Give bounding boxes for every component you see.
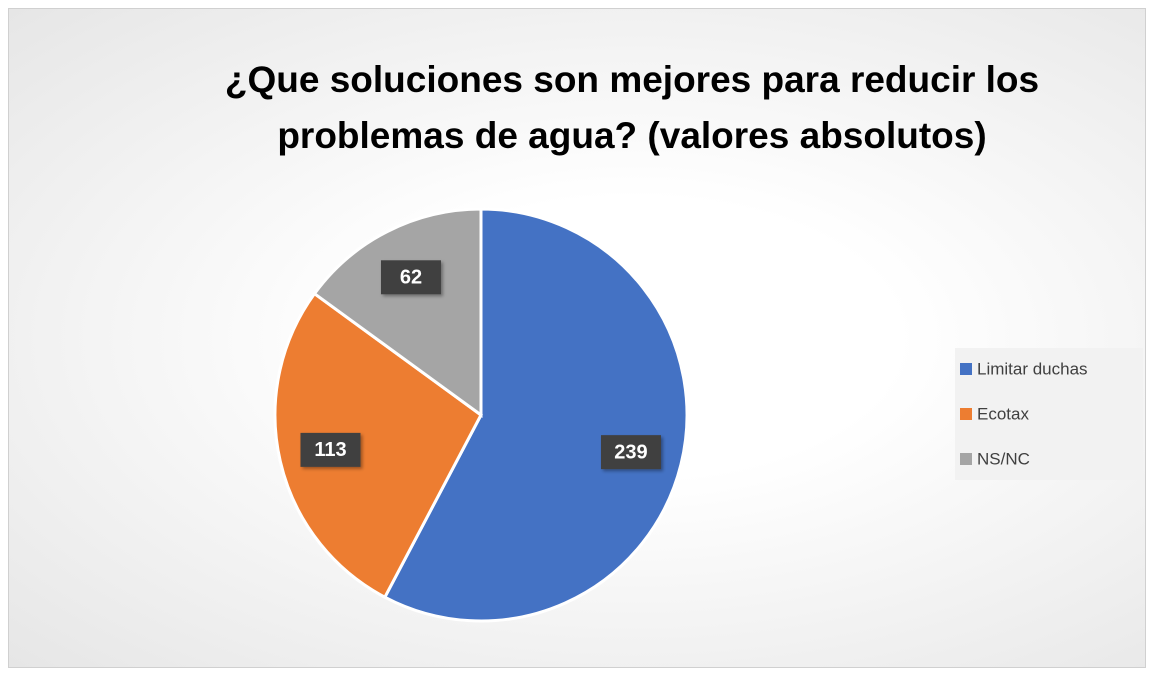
legend-swatch: [960, 408, 972, 420]
label-box: [300, 432, 361, 467]
legend-swatch: [960, 453, 972, 465]
legend-label: Limitar duchas: [977, 359, 1088, 378]
legend-box: [955, 348, 1143, 480]
pie-slice: [273, 291, 483, 600]
data-label: 62: [400, 267, 422, 289]
label-box: [600, 435, 661, 470]
data-label: 239: [614, 441, 647, 463]
legend-swatch: [960, 363, 972, 375]
chart-title: ¿Que soluciones son mejores para reducir…: [224, 59, 1040, 156]
legend-label: NS/NC: [977, 449, 1030, 468]
label-box: [380, 260, 441, 295]
data-label: 113: [314, 439, 346, 461]
pie-slice: [382, 207, 689, 623]
legend-label: Ecotax: [977, 404, 1029, 423]
